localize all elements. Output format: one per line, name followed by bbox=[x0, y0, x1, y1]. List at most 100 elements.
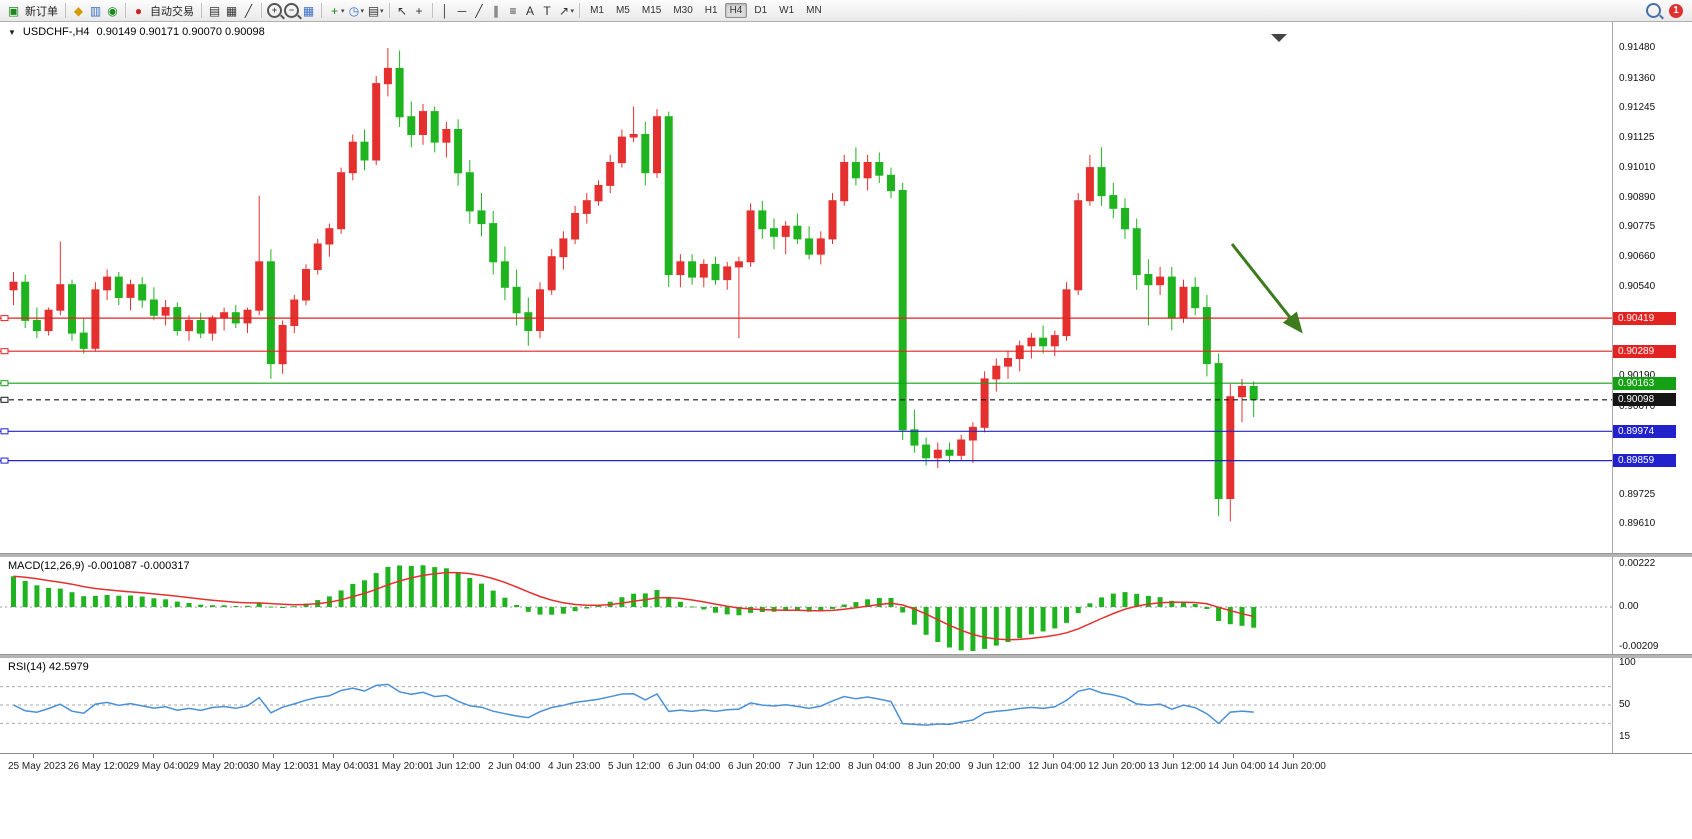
horizontal-line-tool-icon[interactable]: ─ bbox=[457, 3, 467, 18]
candle bbox=[290, 294, 299, 334]
trendline-tool-icon[interactable]: ╱ bbox=[475, 3, 483, 18]
market-watch-icon[interactable]: ◆ bbox=[73, 3, 84, 18]
indicators-icon[interactable]: + bbox=[330, 3, 338, 18]
periods-dropdown-icon[interactable]: ▾ bbox=[360, 7, 365, 15]
data-window-icon[interactable]: ▥ bbox=[89, 3, 102, 18]
level-line-handle[interactable] bbox=[0, 428, 9, 435]
new-order-label: 新订单 bbox=[25, 5, 58, 18]
candle bbox=[1144, 259, 1153, 326]
time-axis-tick bbox=[813, 754, 814, 758]
candle bbox=[957, 434, 966, 461]
candle bbox=[208, 315, 217, 341]
level-line-handle[interactable] bbox=[0, 380, 9, 387]
search-icon[interactable] bbox=[1646, 3, 1661, 18]
candle bbox=[1132, 218, 1141, 290]
channel-tool-icon[interactable]: ∥ bbox=[493, 3, 500, 18]
macd-histogram-bar bbox=[221, 605, 227, 607]
price-scale-label: 0.89725 bbox=[1619, 488, 1656, 500]
annotation-arrow[interactable] bbox=[1230, 243, 1303, 334]
chart-shift-marker[interactable] bbox=[1271, 34, 1287, 42]
tf-d1[interactable]: D1 bbox=[754, 5, 768, 16]
price-scale[interactable]: 0.91480 0.91360 0.91245 0.91125 0.91010 0.908… bbox=[1612, 22, 1692, 553]
price-scale-label: 0.90540 bbox=[1619, 281, 1656, 293]
line-chart-icon[interactable]: ╱ bbox=[244, 3, 253, 18]
time-axis[interactable]: 25 May 2023 26 May 12:00 29 May 04:00 29 Ma… bbox=[0, 753, 1692, 839]
chart-ohlc-values: 0.90149 0.90171 0.90070 0.90098 bbox=[96, 26, 265, 38]
arrows-dropdown-icon[interactable]: ▾ bbox=[570, 7, 575, 15]
macd-histogram-bar bbox=[1251, 607, 1257, 628]
level-line-handle[interactable] bbox=[0, 348, 9, 355]
zoom-out-icon[interactable]: − bbox=[284, 3, 299, 18]
rsi-scale-label: 100 bbox=[1619, 657, 1636, 668]
macd-histogram-bar bbox=[666, 597, 672, 607]
time-axis-label: 14 Jun 04:00 bbox=[1208, 761, 1266, 772]
tf-m1[interactable]: M1 bbox=[590, 5, 604, 16]
macd-histogram-bar bbox=[163, 599, 169, 607]
macd-scale[interactable]: 0.00222 0.00 -0.00209 bbox=[1612, 556, 1692, 654]
candle bbox=[419, 104, 427, 145]
zoom-in-icon[interactable]: + bbox=[267, 3, 282, 18]
time-axis-label: 12 Jun 20:00 bbox=[1088, 761, 1146, 772]
fibonacci-tool-icon[interactable]: ≡ bbox=[509, 3, 517, 18]
main-chart-pane: ▼ USDCHF-,H4 0.90149 0.90171 0.90070 0.9… bbox=[0, 22, 1692, 553]
time-axis-tick bbox=[633, 754, 634, 758]
candle bbox=[992, 358, 1001, 392]
macd-histogram-bar bbox=[280, 607, 286, 608]
candle bbox=[360, 129, 369, 171]
toolbar-separator bbox=[65, 3, 66, 18]
level-line-handle[interactable] bbox=[0, 396, 9, 403]
indicators-dropdown-icon[interactable]: ▾ bbox=[341, 7, 345, 15]
candle bbox=[231, 305, 240, 328]
tf-h4[interactable]: H4 bbox=[724, 3, 748, 18]
macd-histogram-bar bbox=[1192, 603, 1198, 607]
label-tool-icon[interactable]: T bbox=[543, 3, 551, 18]
time-axis-label: 9 Jun 12:00 bbox=[968, 761, 1021, 772]
new-order-button[interactable]: ▣ 新订单 bbox=[5, 2, 61, 19]
macd-histogram-bar bbox=[830, 607, 835, 609]
macd-histogram-bar bbox=[1040, 607, 1046, 632]
macd-histogram-bar bbox=[350, 583, 356, 607]
macd-histogram-bar bbox=[57, 588, 63, 607]
arrows-tool-icon[interactable]: ↗ bbox=[559, 3, 570, 18]
candle bbox=[500, 246, 509, 300]
pane-separator[interactable] bbox=[0, 654, 1692, 658]
vertical-line-tool-icon[interactable]: │ bbox=[441, 3, 449, 18]
candle bbox=[805, 226, 814, 260]
tf-m5[interactable]: M5 bbox=[615, 5, 630, 16]
candle bbox=[395, 50, 404, 127]
auto-trading-button[interactable]: ● 自动交易 bbox=[130, 2, 197, 19]
tile-windows-icon[interactable]: ▦ bbox=[302, 3, 315, 18]
symbol-dropdown-icon[interactable]: ▼ bbox=[8, 27, 16, 37]
level-line-handle[interactable] bbox=[0, 457, 9, 464]
text-tool-icon[interactable]: A bbox=[526, 3, 535, 18]
macd-histogram-bar bbox=[794, 607, 800, 611]
macd-histogram-bar bbox=[256, 602, 262, 607]
macd-histogram-bar bbox=[841, 604, 847, 607]
macd-histogram-bar bbox=[677, 601, 683, 607]
candle bbox=[606, 154, 615, 194]
periods-icon[interactable]: ◷ bbox=[348, 3, 360, 18]
templates-dropdown-icon[interactable]: ▾ bbox=[380, 7, 384, 15]
candlestick-chart-icon[interactable]: ▦ bbox=[225, 3, 238, 18]
macd-histogram-bar bbox=[81, 596, 87, 607]
tf-w1[interactable]: W1 bbox=[779, 5, 795, 16]
tf-m30[interactable]: M30 bbox=[673, 5, 693, 16]
candle bbox=[56, 241, 65, 316]
navigator-icon[interactable]: ◉ bbox=[107, 3, 118, 18]
tf-mn[interactable]: MN bbox=[806, 5, 822, 16]
tf-m15[interactable]: M15 bbox=[641, 5, 662, 16]
candle bbox=[1238, 378, 1246, 423]
candle bbox=[512, 269, 521, 326]
candle bbox=[1109, 182, 1118, 219]
bar-chart-icon[interactable]: ▤ bbox=[208, 3, 221, 18]
templates-icon[interactable]: ▤ bbox=[367, 3, 380, 18]
rsi-scale[interactable]: 100 50 15 bbox=[1612, 657, 1692, 753]
level-line-handle[interactable] bbox=[0, 315, 9, 322]
crosshair-icon[interactable]: + bbox=[415, 3, 423, 18]
cursor-icon[interactable]: ↖ bbox=[397, 3, 408, 18]
pane-separator[interactable] bbox=[0, 553, 1692, 557]
notification-badge[interactable]: 1 bbox=[1669, 3, 1683, 18]
candle bbox=[114, 272, 123, 306]
tf-h1[interactable]: H1 bbox=[704, 5, 718, 16]
macd-histogram-bar bbox=[631, 593, 637, 607]
